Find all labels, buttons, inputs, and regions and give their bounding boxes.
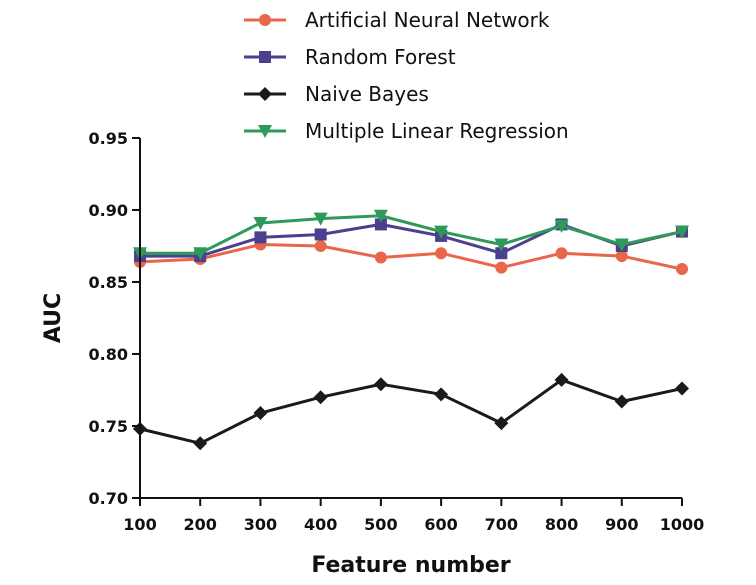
x-tick-label: 600 xyxy=(424,515,457,534)
x-tick-label: 800 xyxy=(545,515,578,534)
data-point xyxy=(675,225,689,239)
series-line xyxy=(140,214,683,255)
data-point xyxy=(614,238,629,252)
data-point xyxy=(314,228,327,241)
y-axis-title: AUC xyxy=(41,293,66,343)
legend-marker xyxy=(259,51,271,63)
x-tick-label: 700 xyxy=(485,515,518,534)
data-point xyxy=(554,219,569,233)
y-tick-label: 0.90 xyxy=(89,201,128,220)
x-tick-label: 300 xyxy=(244,515,277,534)
legend-marker xyxy=(258,125,272,138)
series-0 xyxy=(134,238,688,276)
x-axis-title: Feature number xyxy=(311,553,510,578)
data-point xyxy=(675,381,689,396)
series-line xyxy=(139,378,683,445)
data-point xyxy=(495,261,508,274)
x-tick-label: 900 xyxy=(605,515,638,534)
x-ticks: 100 200 300 400 500 600 700 800 900 1000 xyxy=(123,498,704,534)
data-point xyxy=(615,250,628,263)
data-point xyxy=(373,209,388,223)
x-tick-label: 400 xyxy=(304,515,337,534)
series-line xyxy=(140,222,683,258)
legend-item: Artificial Neural Network xyxy=(244,8,550,32)
legend-label: Artificial Neural Network xyxy=(305,8,550,32)
y-tick-label: 0.80 xyxy=(89,345,128,364)
data-point xyxy=(614,394,629,409)
data-point xyxy=(374,251,387,264)
x-tick-label: 1000 xyxy=(660,515,705,534)
legend-label: Multiple Linear Regression xyxy=(305,119,569,143)
data-point xyxy=(313,212,328,226)
y-tick-label: 0.95 xyxy=(89,129,128,148)
data-point xyxy=(554,372,569,387)
data-point xyxy=(253,406,268,421)
x-tick-label: 200 xyxy=(184,515,217,534)
y-tick-label: 0.75 xyxy=(89,417,128,436)
data-point xyxy=(313,390,328,405)
series-3 xyxy=(133,209,689,261)
x-tick-label: 100 xyxy=(123,515,156,534)
y-tick-label: 0.85 xyxy=(89,273,128,292)
legend-item: Naive Bayes xyxy=(244,82,429,106)
legend-marker xyxy=(258,87,272,101)
legend-label: Random Forest xyxy=(305,45,456,69)
legend-marker xyxy=(259,14,271,26)
data-point xyxy=(373,377,388,392)
data-point xyxy=(555,247,568,260)
data-point xyxy=(314,240,327,252)
data-point xyxy=(494,416,509,431)
data-point xyxy=(254,231,267,244)
x-tick-label: 500 xyxy=(364,515,397,534)
legend-item: Random Forest xyxy=(244,45,456,69)
data-point xyxy=(494,238,509,252)
legend-label: Naive Bayes xyxy=(305,82,429,106)
y-ticks: 0.70 0.75 0.80 0.85 0.90 0.95 xyxy=(89,129,140,508)
series-layer xyxy=(133,209,689,451)
data-point xyxy=(676,263,688,276)
data-point xyxy=(434,387,449,402)
data-point xyxy=(495,247,508,260)
y-tick-label: 0.70 xyxy=(89,489,128,508)
data-point xyxy=(434,225,449,239)
legend-item: Multiple Linear Regression xyxy=(244,119,569,143)
series-2 xyxy=(133,372,689,451)
data-point xyxy=(374,218,387,231)
data-point xyxy=(253,216,268,230)
series-line xyxy=(139,243,683,271)
data-point xyxy=(435,247,448,260)
data-point xyxy=(193,247,208,261)
legend: Artificial Neural Network Random Forest Na… xyxy=(244,8,569,143)
axes xyxy=(139,138,682,499)
data-point xyxy=(193,436,208,451)
